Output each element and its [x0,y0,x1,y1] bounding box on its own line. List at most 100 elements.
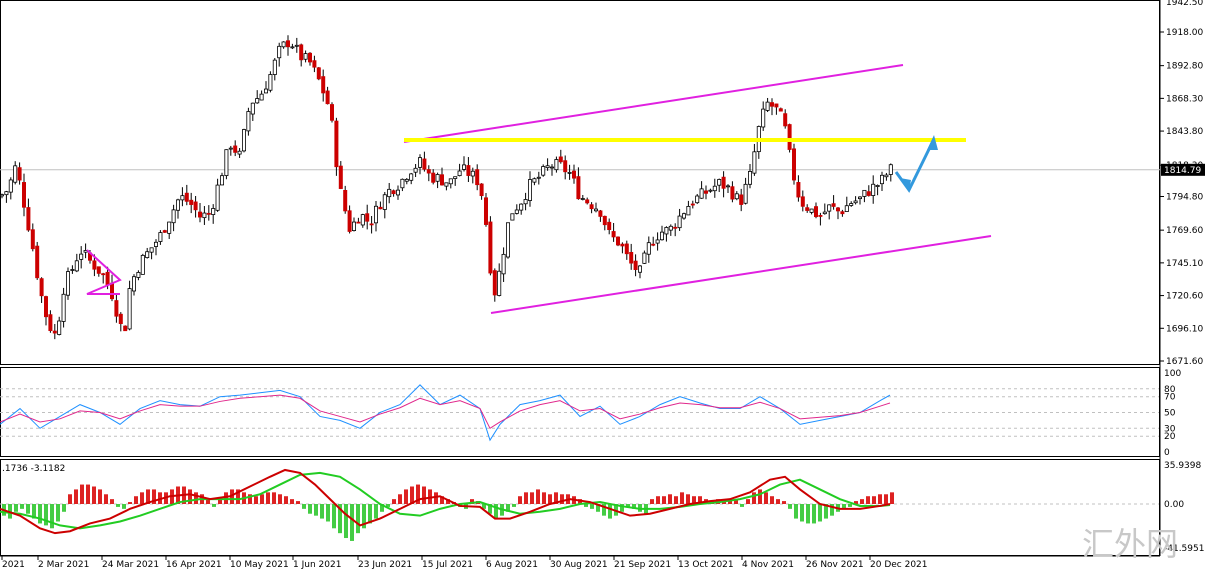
macd-bar-positive [548,494,552,504]
candle-bear [391,190,396,195]
candle-bull [453,176,458,179]
candle-bull [708,189,713,192]
macd-bar-positive [734,499,738,504]
candle-bear [26,207,31,231]
arrow-head-icon [927,135,938,150]
macd-bar-positive [422,486,426,504]
time-tick-label: 26 Nov 2021 [806,560,864,570]
macd-bar-negative [350,504,354,541]
macd-bar-positive [434,492,438,504]
candle-bull [224,149,229,176]
candle-bull [79,253,84,260]
candle-bull [272,59,277,75]
macd-bar-positive [134,496,138,504]
macd-bar-negative [374,504,378,519]
candle-bear [123,325,128,332]
candle-bull [514,209,519,214]
candle-bull [871,183,876,196]
macd-bar-negative [122,504,126,509]
macd-bar-negative [482,504,486,509]
macd-bar-negative [50,504,54,529]
candle-bear [840,211,845,215]
candle-bull [290,46,295,49]
candle-bull [642,252,647,264]
candle-bear [673,226,678,229]
candle-bear [105,271,110,286]
macd-bar-negative [344,504,348,539]
macd-bar-positive [722,501,726,504]
candle-bull [211,208,216,215]
macd-bar-positive [218,499,222,504]
macd-bar-negative [788,504,792,509]
channel-lower-line[interactable] [490,235,992,314]
macd-bar-positive [290,499,294,504]
candle-bull [281,41,286,48]
candle-bull [594,208,599,212]
candle-bull [0,194,4,197]
candle-bull [303,53,308,60]
candle-bull [884,174,889,178]
macd-bar-positive [284,496,288,504]
macd-bar-positive [872,496,876,504]
triangle-pattern[interactable] [86,249,122,295]
macd-bar-positive [194,492,198,504]
macd-bar-positive [854,501,858,504]
osc-level-label: 30 [1164,424,1176,434]
osc-level-label: 80 [1164,385,1176,395]
price-tick-label: 1745.10 [1166,259,1203,269]
candle-bull [228,147,233,150]
macd-bar-negative [818,504,822,522]
candle-bear [189,199,194,205]
candle-bear [616,236,621,246]
candle-bull [528,179,533,201]
candle-bear [770,102,775,107]
macd-bar-negative [38,504,42,524]
macd-bar-negative [812,504,816,524]
macd-bar-positive [686,494,690,504]
price-tick-label: 1868.30 [1166,94,1203,104]
candle-bull [13,165,18,183]
candle-bull [250,102,255,115]
candle-bear [52,330,57,334]
forecast-arrow[interactable] [894,135,938,193]
channel-upper-line[interactable] [403,64,904,143]
candle-bear [307,52,312,63]
candle-bull [655,239,660,244]
candle-bear [378,206,383,210]
candle-bear [836,207,841,212]
macd-bar-positive [236,489,240,504]
price-axis: 1671.60 1696.10 1720.60 1745.10 1769.60 1794.… [1160,28,1203,367]
candle-bear [21,182,26,208]
candle-bull [726,185,731,188]
macd-bar-negative [632,504,636,509]
candle-bull [809,208,814,213]
macd-bar-positive [656,496,660,504]
macd-bar-negative [32,504,36,519]
macd-bar-negative [620,504,624,512]
candle-bull [457,170,462,177]
macd-bar-negative [26,504,30,514]
candle-bear [563,160,568,173]
candle-bull [277,45,282,59]
candle-bull [510,213,515,221]
candle-bear [184,192,189,202]
candle-bull [880,174,885,185]
candle-bear [193,201,198,211]
macd-bar-positive [206,499,210,504]
candle-bull [373,205,378,224]
candle-bear [347,210,352,232]
current-price-box [1161,163,1205,176]
candle-bull [294,44,299,47]
price-tick-label: 1769.60 [1166,226,1203,236]
macd-bar-negative [806,504,810,524]
time-tick-label: 2 Mar 2021 [38,560,89,570]
osc-level-label: 50 [1164,409,1176,419]
candle-bull [387,188,392,198]
macd-bar-positive [746,499,750,504]
candle-bear [572,170,577,179]
macd-bar-positive [146,489,150,504]
candle-bear [329,104,334,121]
macd-bar-negative [602,504,606,516]
candle-bull [505,222,510,258]
candle-bull [167,221,172,234]
